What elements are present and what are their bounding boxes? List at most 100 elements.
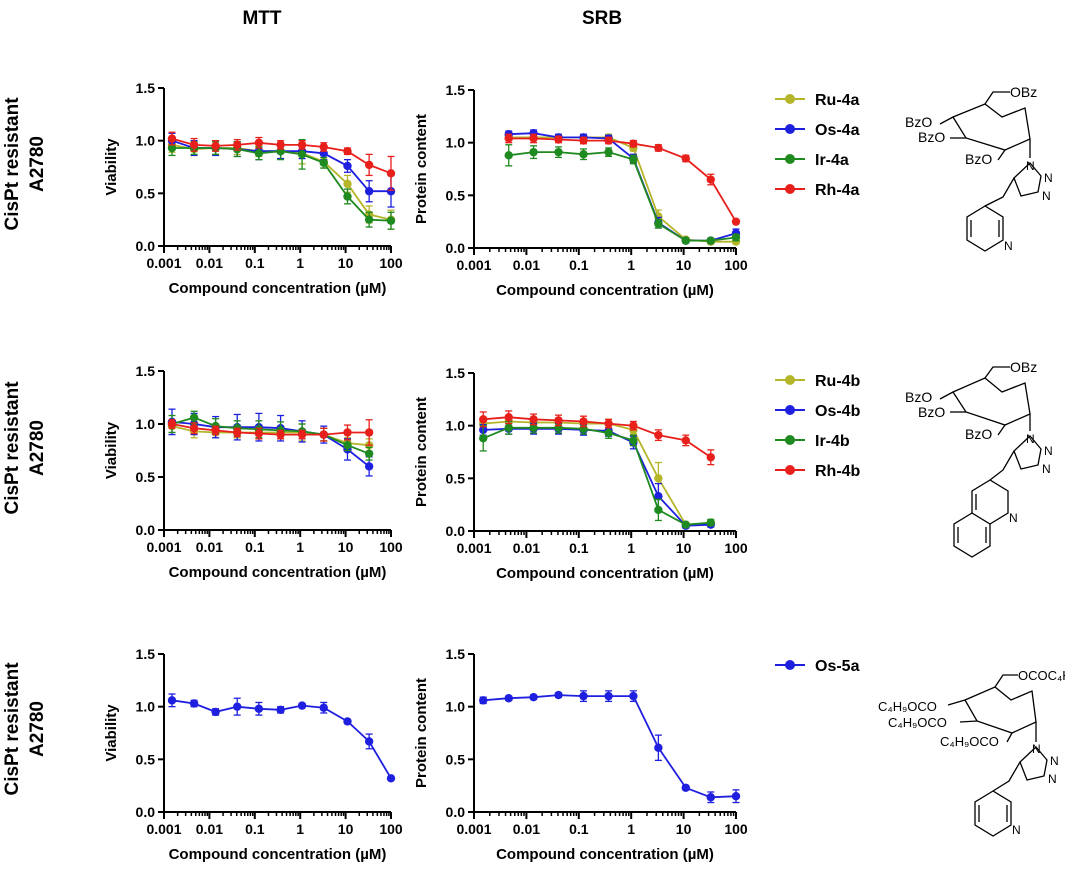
x-tick-label: 10 — [338, 821, 354, 837]
y-tick-label: 1.0 — [136, 133, 156, 149]
series-line — [483, 427, 711, 527]
data-point — [364, 215, 374, 224]
triazole-ring — [1013, 162, 1042, 197]
y-axis-label: Protein content — [413, 114, 430, 224]
data-point — [681, 236, 690, 245]
series-line — [508, 151, 737, 242]
y-tick-label: 0.5 — [446, 187, 466, 203]
data-point — [479, 434, 488, 443]
series-line — [171, 421, 370, 468]
label-n3: N — [1048, 772, 1057, 786]
y-tick-label: 1.0 — [446, 135, 466, 151]
data-point — [343, 441, 352, 450]
bond — [989, 450, 1015, 481]
data-point — [297, 140, 307, 150]
data-point — [343, 428, 352, 437]
data-point — [579, 417, 588, 426]
data-point — [167, 143, 177, 153]
y-tick-label: 0.0 — [446, 240, 466, 256]
data-point — [364, 428, 374, 437]
data-point — [579, 150, 588, 159]
data-point — [297, 150, 307, 159]
row-label-line1: CisPt resistant — [2, 662, 23, 796]
x-tick-label: 0.001 — [146, 821, 181, 837]
label-n1: N — [1026, 159, 1035, 173]
x-tick-label: 100 — [724, 821, 748, 837]
data-point — [681, 783, 690, 792]
ch2-bond — [984, 91, 1010, 105]
y-tick-label: 0.0 — [446, 523, 466, 539]
x-tick-label: 1 — [296, 255, 304, 271]
data-point — [386, 216, 396, 225]
series-line — [483, 694, 737, 799]
series-Ru-4b — [479, 416, 715, 529]
data-point — [343, 161, 352, 171]
row-label-line2: A2780 — [27, 136, 48, 192]
y-tick-label: 1.5 — [136, 646, 156, 662]
row-label-line1: CisPt resistant — [2, 381, 23, 515]
data-point — [529, 415, 538, 424]
x-tick-label: 0.01 — [196, 539, 223, 555]
series-line — [483, 420, 711, 526]
x-tick-label: 100 — [379, 255, 403, 271]
data-point — [364, 462, 374, 471]
ch2-bond — [994, 674, 1018, 688]
x-tick-label: 0.01 — [196, 255, 223, 271]
data-point — [211, 707, 220, 717]
label-bzo-2: BzO — [918, 129, 945, 145]
row-label-line1: CisPt resistant — [2, 97, 23, 231]
data-point — [654, 474, 663, 483]
x-axis-label: Compound concentration (µM) — [169, 280, 387, 297]
y-tick-label: 1.0 — [446, 699, 466, 715]
legend-label: Os-4b — [815, 403, 861, 420]
x-tick-label: 0.001 — [146, 539, 181, 555]
series-line — [171, 416, 370, 455]
y-tick-label: 1.0 — [136, 699, 156, 715]
x-tick-label: 1 — [627, 821, 635, 837]
data-point — [706, 793, 715, 802]
data-point — [386, 187, 396, 196]
x-tick-label: 0.001 — [456, 821, 491, 837]
series-line — [171, 425, 370, 447]
data-point — [254, 704, 264, 713]
x-tick-label: 100 — [724, 257, 748, 273]
y-axis-label: Protein content — [413, 678, 430, 788]
chart-srb-5a: 0.0 0.5 1.0 1.5 0.001 0.01 0.1 1 10 100 Compound c… — [413, 646, 748, 863]
column-title-mtt: MTT — [242, 8, 281, 29]
data-point — [297, 701, 307, 710]
x-tick-label: 0.001 — [456, 257, 491, 273]
pyridine-ring — [966, 205, 1004, 252]
data-point — [386, 169, 396, 178]
x-axis-label: Compound concentration (µM) — [496, 846, 714, 863]
x-tick-label: 0.001 — [146, 255, 181, 271]
data-point — [706, 518, 715, 527]
x-axis-label: Compound concentration (µM) — [496, 282, 714, 299]
x-tick-label: 10 — [676, 540, 692, 556]
sugar-ring — [952, 103, 1031, 151]
data-point — [254, 149, 264, 158]
data-point — [343, 717, 352, 726]
y-axis-label: Viability — [103, 421, 120, 479]
data-point — [629, 691, 638, 701]
x-tick-label: 0.01 — [196, 821, 223, 837]
x-tick-label: 10 — [338, 539, 354, 555]
x-tick-label: 0.1 — [245, 821, 265, 837]
data-point — [297, 430, 307, 439]
quinoline-ring-b — [953, 512, 991, 558]
x-tick-label: 1 — [627, 257, 635, 273]
data-point — [364, 737, 374, 746]
data-point — [604, 691, 613, 701]
series-Os-5a — [479, 690, 741, 804]
data-point — [386, 774, 396, 783]
data-point — [654, 219, 663, 228]
series-Ir-4b — [167, 410, 374, 461]
double-bonds — [970, 220, 1000, 237]
bond — [947, 699, 966, 706]
y-tick-label: 0.5 — [136, 185, 156, 201]
data-point — [504, 694, 513, 703]
data-point — [233, 140, 242, 150]
data-point — [604, 428, 613, 438]
data-point — [364, 449, 374, 458]
y-tick-label: 0.0 — [136, 522, 156, 538]
y-tick-label: 0.0 — [136, 238, 156, 254]
